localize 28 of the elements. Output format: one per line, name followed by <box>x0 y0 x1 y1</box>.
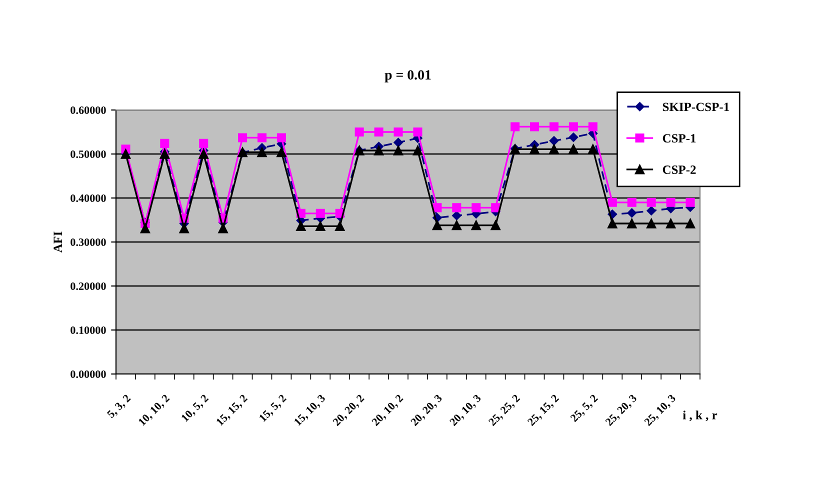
x-tick-label: 25, 10, 3 <box>644 394 678 428</box>
legend-label: SKIP-CSP-1 <box>662 102 729 112</box>
x-tick-label: 25, 25, 2 <box>488 394 522 428</box>
y-tick-label: 0.30000 <box>70 238 106 246</box>
chart-title: p = 0.01 <box>384 70 431 82</box>
x-tick-label: 25, 15, 2 <box>527 394 560 428</box>
y-tick-label: 0.50000 <box>70 150 106 158</box>
y-tick-label: 0.10000 <box>70 326 106 334</box>
y-axis-title: AFI <box>54 232 62 253</box>
x-tick-label: 5, 3, 2 <box>106 394 132 420</box>
y-tick-label: 0.40000 <box>70 194 106 202</box>
x-tick-label: 15, 10, 3 <box>294 394 327 427</box>
legend-label: CSP-1 <box>662 134 696 143</box>
x-tick-label: 15, 15, 2 <box>216 394 249 427</box>
legend-label: CSP-2 <box>662 166 696 174</box>
x-tick-label: 20, 20, 2 <box>332 394 366 428</box>
y-tick-label: 0.00000 <box>70 370 106 378</box>
x-tick-label: 10, 10, 2 <box>138 394 171 427</box>
x-tick-label: 25, 5, 2 <box>570 394 600 424</box>
x-tick-label: 20, 20, 3 <box>410 394 444 428</box>
x-axis-title: i , k , r <box>682 410 718 422</box>
x-tick-label: 20, 10, 2 <box>371 394 405 428</box>
x-tick-label: 25, 20, 3 <box>604 394 638 428</box>
x-tick-label: 20, 10, 3 <box>449 394 483 428</box>
y-tick-label: 0.20000 <box>70 282 106 290</box>
x-tick-label: 15, 5, 2 <box>258 394 288 424</box>
x-tick-label: 10, 5, 2 <box>180 394 210 424</box>
y-tick-label: 0.60000 <box>70 106 106 114</box>
